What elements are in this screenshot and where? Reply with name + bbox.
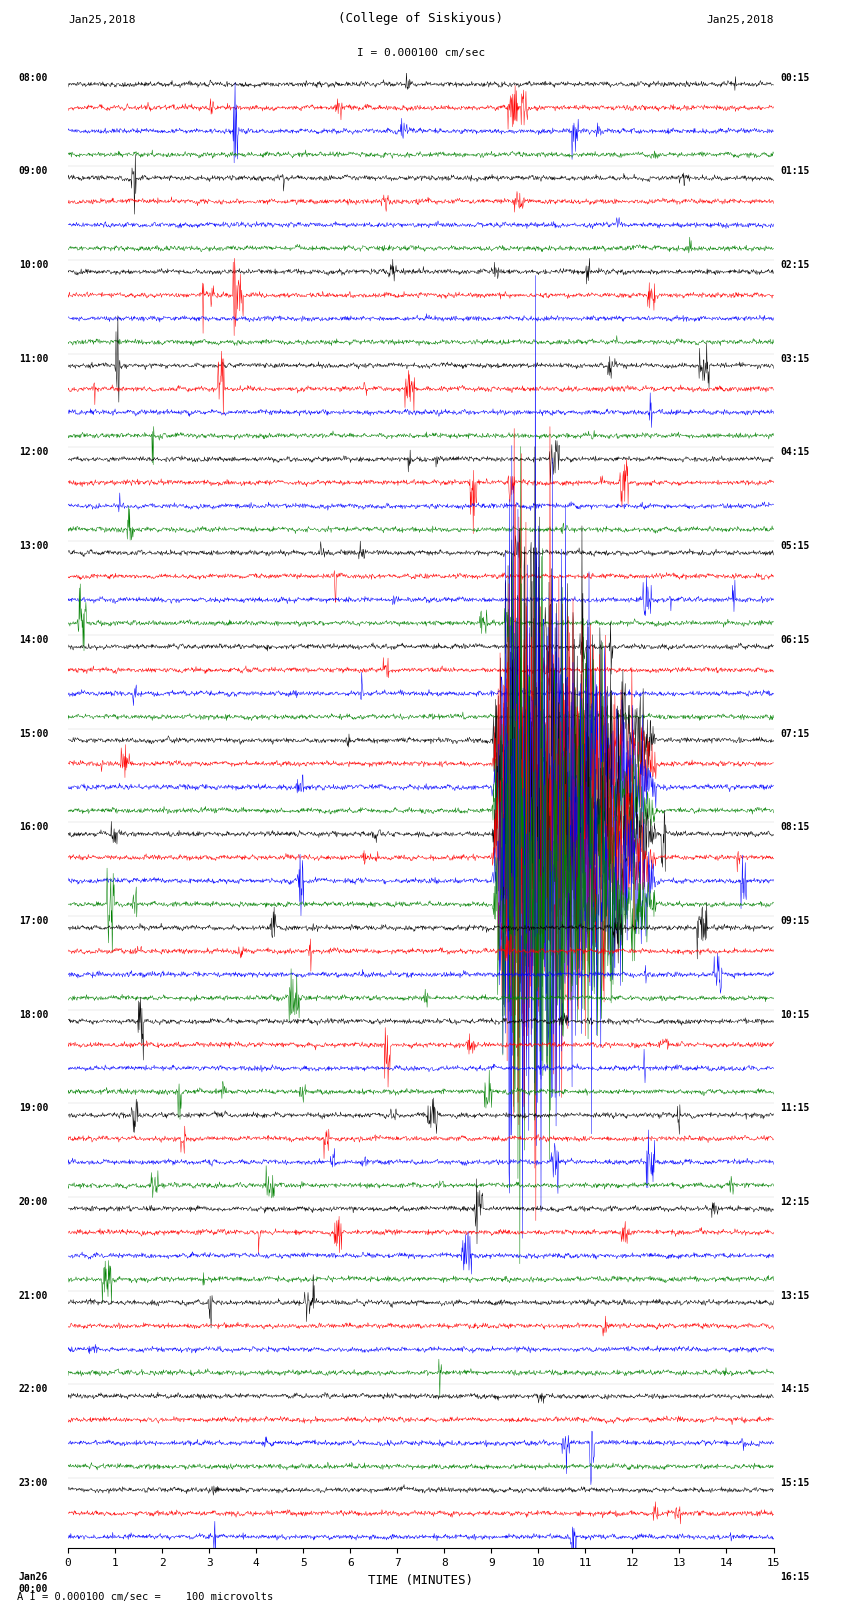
Text: 17:00: 17:00: [19, 916, 48, 926]
Text: 22:00: 22:00: [19, 1384, 48, 1395]
Text: Jan26
00:00: Jan26 00:00: [19, 1573, 48, 1594]
Text: 09:15: 09:15: [780, 916, 810, 926]
Text: 08:00: 08:00: [19, 73, 48, 82]
Text: 10:15: 10:15: [780, 1010, 810, 1019]
Text: 06:15: 06:15: [780, 636, 810, 645]
X-axis label: TIME (MINUTES): TIME (MINUTES): [368, 1574, 473, 1587]
Text: 02:15: 02:15: [780, 260, 810, 269]
Text: 12:00: 12:00: [19, 447, 48, 458]
Text: 14:15: 14:15: [780, 1384, 810, 1395]
Text: 01:15: 01:15: [780, 166, 810, 176]
Text: 23:00: 23:00: [19, 1478, 48, 1489]
Text: 04:15: 04:15: [780, 447, 810, 458]
Text: 16:00: 16:00: [19, 823, 48, 832]
Text: Jan25,2018: Jan25,2018: [68, 16, 135, 26]
Text: 08:15: 08:15: [780, 823, 810, 832]
Text: 13:00: 13:00: [19, 540, 48, 552]
Text: A I = 0.000100 cm/sec =    100 microvolts: A I = 0.000100 cm/sec = 100 microvolts: [17, 1592, 273, 1602]
Text: 11:00: 11:00: [19, 353, 48, 363]
Text: 15:15: 15:15: [780, 1478, 810, 1489]
Text: 09:00: 09:00: [19, 166, 48, 176]
Text: 11:15: 11:15: [780, 1103, 810, 1113]
Text: 16:15: 16:15: [780, 1573, 810, 1582]
Text: 15:00: 15:00: [19, 729, 48, 739]
Text: 03:15: 03:15: [780, 353, 810, 363]
Text: 05:15: 05:15: [780, 540, 810, 552]
Text: 20:00: 20:00: [19, 1197, 48, 1207]
Text: I = 0.000100 cm/sec: I = 0.000100 cm/sec: [357, 48, 484, 58]
Text: 21:00: 21:00: [19, 1290, 48, 1300]
Text: 07:15: 07:15: [780, 729, 810, 739]
Text: 14:00: 14:00: [19, 636, 48, 645]
Text: 00:15: 00:15: [780, 73, 810, 82]
Text: (College of Siskiyous): (College of Siskiyous): [338, 13, 503, 26]
Text: 13:15: 13:15: [780, 1290, 810, 1300]
Text: 18:00: 18:00: [19, 1010, 48, 1019]
Text: 12:15: 12:15: [780, 1197, 810, 1207]
Text: Jan25,2018: Jan25,2018: [706, 16, 774, 26]
Text: 19:00: 19:00: [19, 1103, 48, 1113]
Text: 10:00: 10:00: [19, 260, 48, 269]
